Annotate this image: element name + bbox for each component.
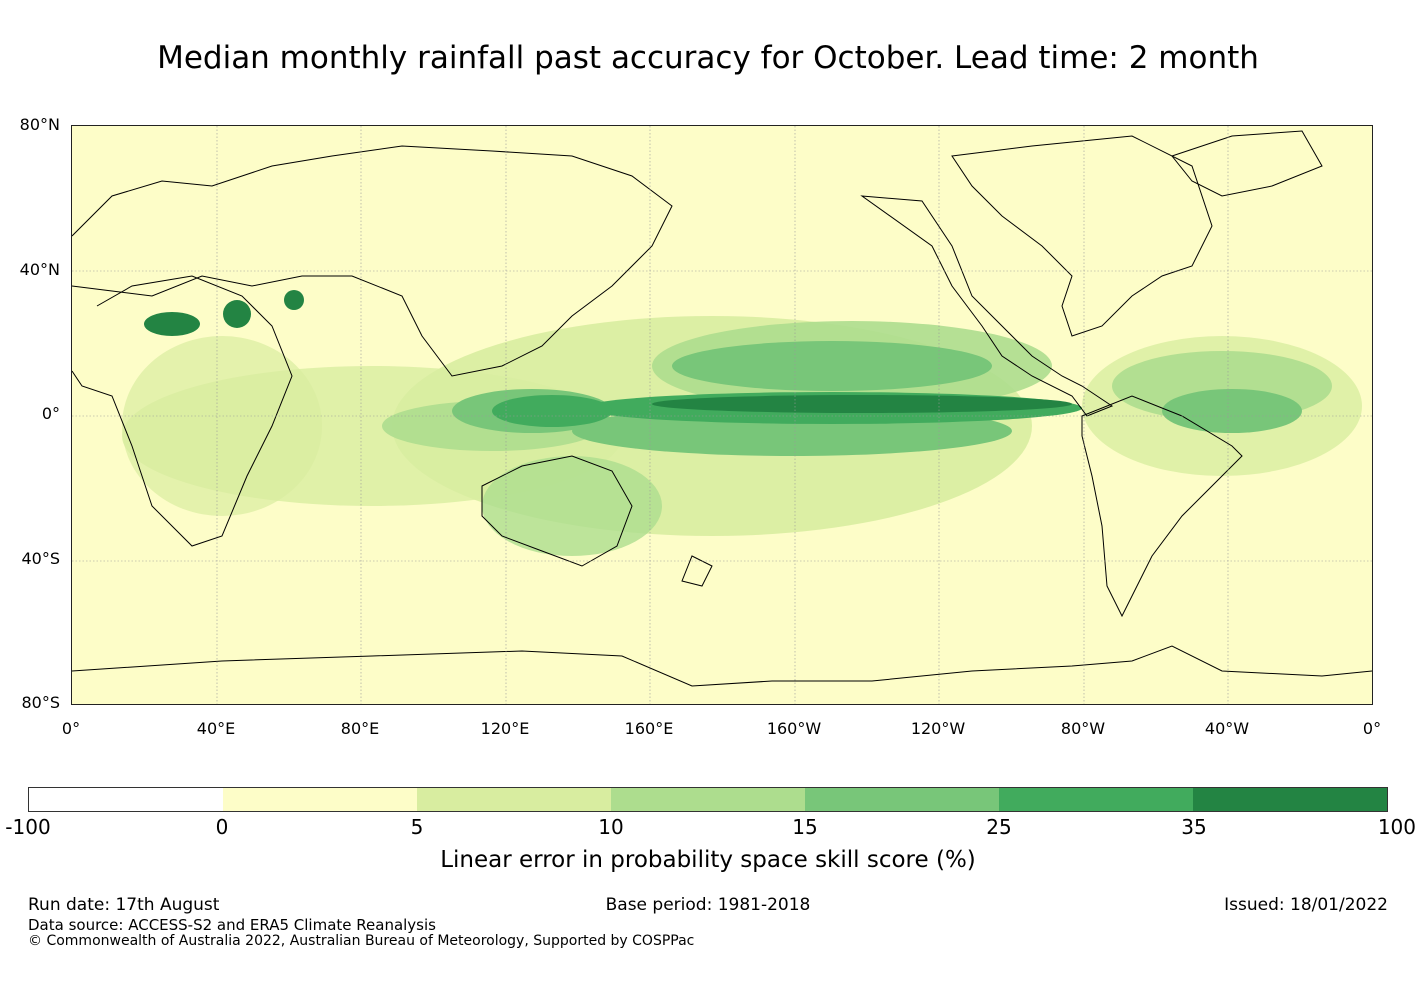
colorbar-tick: 5 bbox=[410, 815, 424, 839]
colorbar-segment bbox=[999, 788, 1193, 811]
colorbar-label: Linear error in probability space skill … bbox=[440, 847, 976, 873]
lon-label-0: 0° bbox=[61, 719, 81, 738]
colorbar-tick: 10 bbox=[598, 815, 624, 839]
lon-label-120e: 120°E bbox=[480, 719, 530, 738]
lat-label-0: 0° bbox=[41, 404, 60, 423]
colorbar bbox=[28, 787, 1388, 812]
lat-label-40n: 40°N bbox=[19, 260, 60, 279]
colorbar-tick: 0 bbox=[215, 815, 229, 839]
lon-label-80e: 80°E bbox=[340, 719, 380, 738]
run-date: Run date: 17th August bbox=[28, 895, 220, 915]
colorbar-segment bbox=[1193, 788, 1387, 811]
colorbar-tick: -100 bbox=[5, 815, 51, 839]
colorbar-segment bbox=[29, 788, 223, 811]
coastlines bbox=[72, 130, 1372, 687]
issued-date: Issued: 18/01/2022 bbox=[1224, 895, 1388, 915]
colorbar-segment bbox=[417, 788, 611, 811]
lon-label-80w: 80°W bbox=[1060, 719, 1106, 738]
base-period: Base period: 1981-2018 bbox=[605, 895, 811, 915]
colorbar-tick: 35 bbox=[1181, 815, 1207, 839]
data-source: Data source: ACCESS-S2 and ERA5 Climate … bbox=[28, 916, 436, 934]
lon-label-40e: 40°E bbox=[196, 719, 236, 738]
map-title: Median monthly rainfall past accuracy fo… bbox=[157, 40, 1259, 76]
skill-score-map bbox=[71, 125, 1373, 705]
lon-label-40w: 40°W bbox=[1204, 719, 1250, 738]
lat-label-40s: 40°S bbox=[21, 549, 60, 568]
colorbar-segment bbox=[223, 788, 417, 811]
colorbar-segment bbox=[805, 788, 999, 811]
copyright: © Commonwealth of Australia 2022, Austra… bbox=[28, 933, 695, 949]
colorbar-tick: 15 bbox=[792, 815, 818, 839]
lat-label-80s: 80°S bbox=[21, 693, 60, 712]
colorbar-tick: 100 bbox=[1377, 815, 1416, 839]
lon-label-160e: 160°E bbox=[624, 719, 674, 738]
lon-label-120w: 120°W bbox=[910, 719, 966, 738]
map-canvas bbox=[72, 126, 1372, 704]
colorbar-segment bbox=[611, 788, 805, 811]
skill-regions bbox=[122, 290, 1362, 704]
lon-label-0-right: 0° bbox=[1362, 719, 1382, 738]
lat-label-80n: 80°N bbox=[19, 115, 60, 134]
colorbar-tick: 25 bbox=[986, 815, 1012, 839]
lon-label-160w: 160°W bbox=[766, 719, 822, 738]
